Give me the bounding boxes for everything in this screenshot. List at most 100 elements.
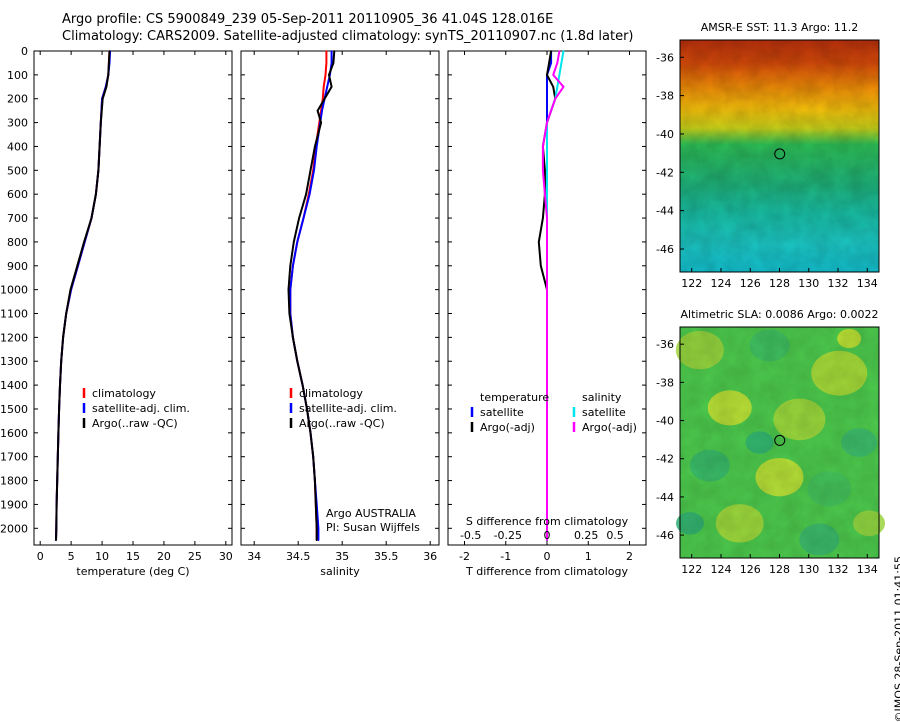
- x-tick-label: 130: [798, 277, 819, 290]
- difference-data-point: [546, 360, 548, 363]
- x-tick-label: 122: [681, 563, 702, 576]
- x-tick-label: 35: [335, 550, 349, 563]
- x-tick-label: 35.5: [374, 550, 399, 563]
- temperature-data-point: [57, 432, 60, 434]
- y-tick-label: 1600: [0, 427, 28, 440]
- salinity-data-point: [317, 527, 320, 530]
- sla-title: Altimetric SLA: 0.0086 Argo: 0.0022: [680, 308, 878, 321]
- legend-label: Argo(-adj): [480, 421, 535, 434]
- sst-map-panel: 122 124 126 128 130 132 134 -36 -38 -40 -42 -44 -46 A…: [656, 21, 880, 290]
- temperature-data-point: [90, 217, 93, 219]
- difference-series-line: [541, 50, 565, 541]
- y-tick-label: -46: [656, 529, 674, 542]
- salinity-data-point: [309, 432, 312, 434]
- difference-panel: -2 -1 0 1 2 T difference from climatology temp…: [447, 50, 647, 578]
- legend-title: temperature: [480, 391, 549, 404]
- legend-label: Argo(..raw -QC): [92, 417, 178, 430]
- x-tick-label: 0: [544, 550, 551, 563]
- y-tick-label: 200: [7, 93, 28, 106]
- legend-label: satellite-adj. clim.: [299, 402, 397, 415]
- difference-data-point: [540, 264, 542, 267]
- difference-data-point: [550, 109, 552, 112]
- temperature-data-point: [55, 527, 58, 530]
- temperature-data-point: [95, 193, 97, 195]
- salinity-data-point: [292, 264, 294, 267]
- y-tick-label: -38: [656, 90, 674, 103]
- salinity-data-point: [309, 169, 312, 172]
- y-tick-label: -42: [656, 453, 674, 466]
- salinity-data-point: [330, 62, 333, 64]
- difference-data-point: [546, 193, 548, 195]
- x-tick-label: 130: [798, 563, 819, 576]
- y-tick-label: -44: [656, 491, 674, 504]
- difference-data-point: [558, 74, 561, 76]
- y-tick-label: -36: [656, 338, 674, 351]
- y-tick-label: 2000: [0, 522, 28, 535]
- salinity-data-point: [324, 74, 327, 76]
- y-tick-label: 1900: [0, 498, 28, 511]
- difference-data-point: [546, 539, 548, 542]
- difference-data-point: [552, 74, 554, 76]
- salinity-panel: 34 34.5 35 35.5 36 salinity climatology satelli…: [240, 50, 440, 578]
- legend-title: salinity: [582, 391, 622, 404]
- temperature-data-point: [108, 62, 110, 64]
- salinity-data-point: [330, 85, 333, 88]
- salinity-data-point: [322, 85, 325, 88]
- difference-data-point: [546, 169, 548, 172]
- difference-data-point: [546, 479, 548, 482]
- x-tick-label: 34.5: [286, 550, 311, 563]
- y-tick-label: 1200: [0, 331, 28, 344]
- salinity-data-point: [330, 50, 333, 52]
- difference-data-point: [546, 527, 548, 530]
- y-tick-label: -42: [656, 166, 674, 179]
- y-tick-label: 1800: [0, 475, 28, 488]
- difference-data-point: [542, 169, 544, 172]
- difference-data-point: [546, 145, 548, 148]
- x-tick-label: 134: [857, 277, 878, 290]
- y-tick-label: -40: [656, 128, 674, 141]
- x-tick-label: 0: [37, 550, 44, 563]
- temperature-data-point: [58, 408, 60, 410]
- s-tick-label: -0.5: [460, 529, 481, 542]
- imos-timestamp-label: ©IMOS 28-Sep-2011 01:41:55: [892, 556, 900, 722]
- s-tick-label: 0.25: [574, 529, 599, 542]
- climatology-subtitle: Climatology: CARS2009. Satellite-adjuste…: [62, 29, 634, 44]
- salinity-data-point: [316, 109, 319, 112]
- difference-data-point: [546, 217, 548, 219]
- legend-label: satellite-adj. clim.: [92, 402, 190, 415]
- y-tick-label: 1000: [0, 284, 28, 297]
- temperature-data-point: [56, 479, 59, 482]
- y-tick-label: 1100: [0, 308, 28, 321]
- temperature-data-point: [60, 360, 63, 363]
- salinity-data-point: [289, 264, 292, 267]
- difference-data-point: [546, 432, 548, 434]
- x-tick-label: 132: [828, 563, 849, 576]
- temperature-data-point: [76, 264, 79, 267]
- y-tick-label: 900: [7, 260, 28, 273]
- sst-texture: [680, 40, 879, 272]
- temperature-data-point: [55, 503, 58, 506]
- difference-data-point: [546, 264, 548, 267]
- legend-label: climatology: [299, 387, 363, 400]
- difference-data-point: [556, 62, 559, 64]
- x-tick-label: 36: [423, 550, 437, 563]
- temperature-data-point: [62, 336, 64, 339]
- x-tick-label: 124: [710, 277, 731, 290]
- salinity-data-point: [296, 241, 299, 243]
- difference-data-point: [546, 97, 548, 100]
- salinity-data-point: [298, 217, 300, 219]
- salinity-data-point: [289, 288, 292, 291]
- x-tick-label: -1: [500, 550, 511, 563]
- temperature-data-point: [57, 455, 59, 458]
- legend-label: satellite: [582, 406, 626, 419]
- x-tick-label: 30: [219, 550, 233, 563]
- x-axis-label: temperature (deg C): [76, 565, 189, 578]
- legend-label: Argo(..raw -QC): [299, 417, 385, 430]
- salinity-data-point: [293, 241, 295, 243]
- difference-data-point: [546, 241, 548, 243]
- salinity-data-point: [312, 455, 314, 458]
- temperature-data-point: [65, 312, 67, 315]
- salinity-data-point: [302, 217, 305, 219]
- x-tick-label: 34: [247, 550, 261, 563]
- salinity-data-point: [315, 503, 317, 506]
